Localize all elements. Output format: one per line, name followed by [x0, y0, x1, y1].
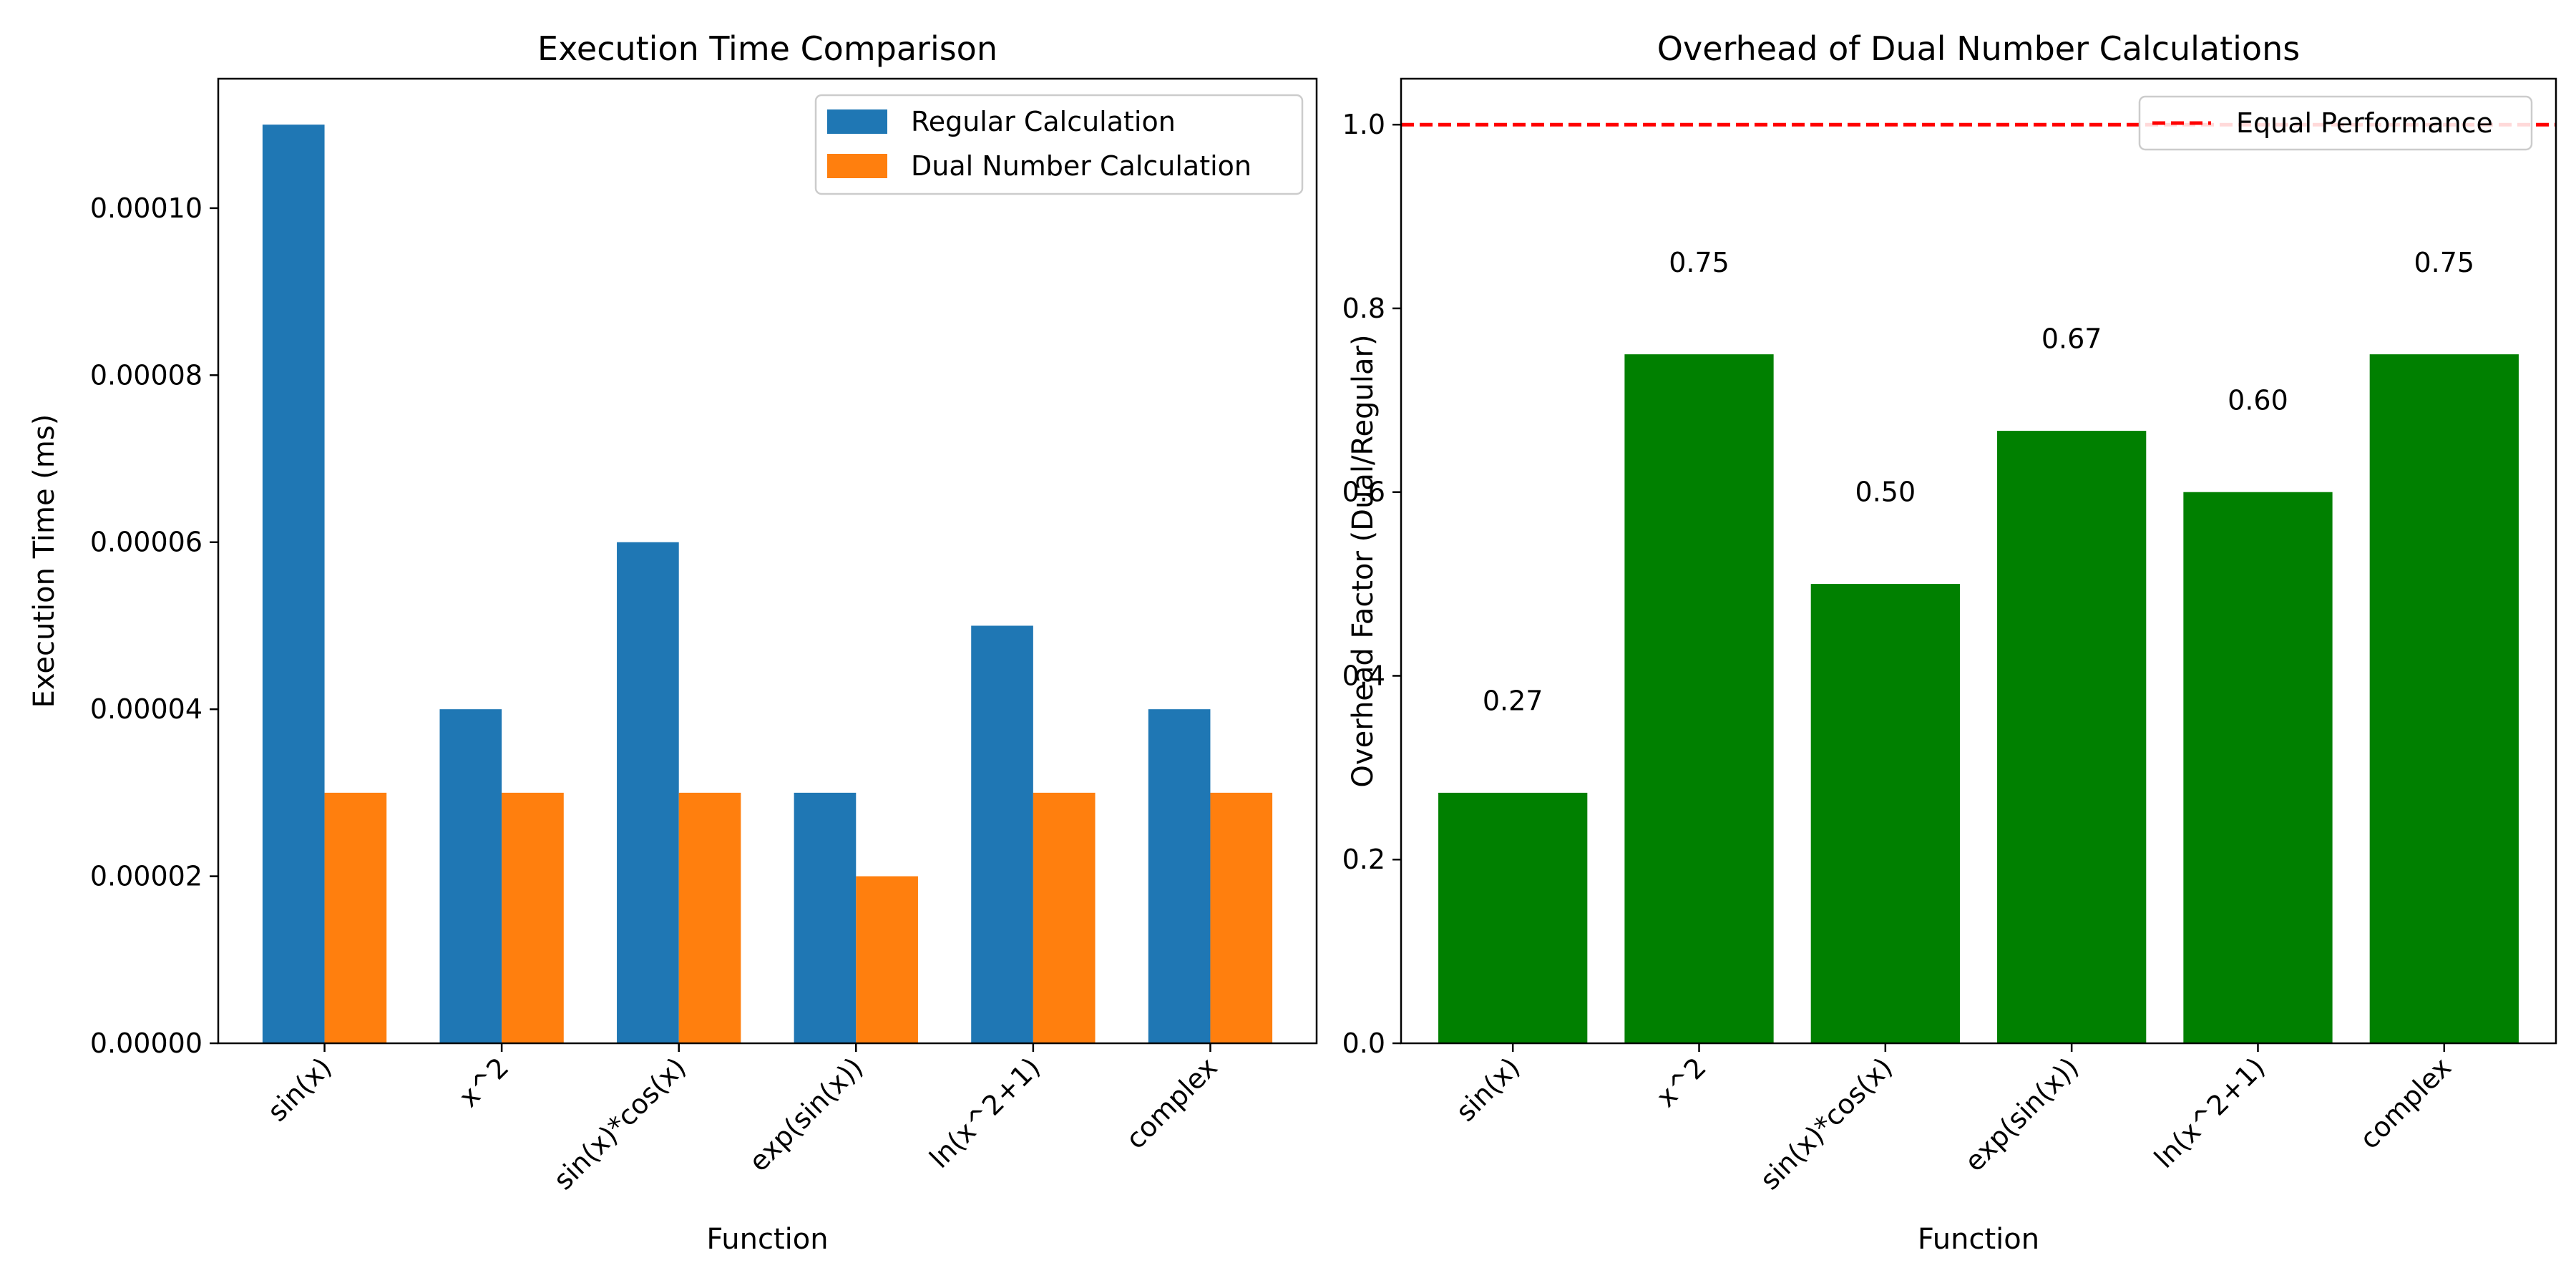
x-axis-label: Function: [706, 1223, 828, 1256]
regular-bar-6: [1148, 709, 1211, 1043]
overhead-bar-5: [2183, 492, 2333, 1043]
overhead-bar-1: [1438, 792, 1588, 1043]
overhead-bar-2: [1624, 354, 1774, 1044]
y-tick-label: 0.00010: [90, 192, 203, 224]
bar-value-label-2: 0.75: [1669, 247, 1729, 278]
dual-bar-5: [1033, 792, 1096, 1043]
dual-bar-2: [502, 792, 564, 1043]
y-tick-label: 0.0: [1342, 1028, 1385, 1059]
bar-value-label-5: 0.60: [2228, 384, 2288, 416]
overhead-chart: Overhead of Dual Number Calculations 0.27…: [1342, 29, 2557, 1256]
y-tick-label: 0.00002: [90, 861, 203, 892]
dual-bar-3: [678, 792, 741, 1043]
y-tick-label: 0.00008: [90, 359, 203, 391]
plot-frame: [1400, 77, 2557, 1045]
chart-title: Execution Time Comparison: [537, 29, 997, 68]
regular-bar-2: [439, 709, 502, 1043]
y-tick-label: 0.00000: [90, 1028, 203, 1059]
overhead-bar-6: [2369, 354, 2519, 1044]
y-tick-label: 1.0: [1342, 109, 1385, 140]
legend-label: Dual Number Calculation: [911, 150, 1252, 182]
y-tick-label: 0.8: [1342, 293, 1385, 324]
regular-bar-1: [262, 125, 325, 1044]
y-tick-label: 0.00006: [90, 527, 203, 558]
bar-value-label-3: 0.50: [1855, 477, 1916, 508]
legend-box: [2138, 95, 2533, 151]
bar-value-label-1: 0.27: [1483, 686, 1543, 717]
x-axis-label: Function: [1918, 1223, 2039, 1256]
legend-label: Regular Calculation: [911, 106, 1176, 137]
y-tick-label: 0.6: [1342, 477, 1385, 508]
plot-frame: [217, 77, 1318, 1045]
regular-bar-4: [794, 792, 857, 1043]
bar-value-label-6: 0.75: [2414, 247, 2475, 278]
overhead-bar-3: [1810, 584, 1960, 1043]
y-tick-label: 0.00004: [90, 693, 203, 725]
y-tick-label: 0.4: [1342, 660, 1385, 691]
dual-bar-4: [856, 876, 918, 1043]
dual-bar-1: [324, 792, 387, 1043]
bar-value-label-4: 0.67: [2041, 323, 2102, 355]
y-tick-label: 0.2: [1342, 844, 1385, 875]
legend-label: Equal Performance: [2236, 107, 2493, 139]
legend-swatch: [827, 109, 887, 134]
execution-time-chart: Execution Time Comparison 0.00000 0.00002 0…: [28, 29, 1318, 1256]
overhead-bar-4: [1997, 431, 2147, 1043]
legend-box: [814, 94, 1304, 195]
dual-bar-6: [1210, 792, 1273, 1043]
regular-bar-5: [971, 625, 1033, 1043]
y-axis-label: Execution Time (ms): [28, 414, 61, 708]
legend-swatch: [827, 154, 887, 178]
chart-title: Overhead of Dual Number Calculations: [1657, 29, 2300, 68]
regular-bar-3: [617, 542, 679, 1043]
y-axis-label: Overhead Factor (Dual/Regular): [1347, 334, 1380, 787]
